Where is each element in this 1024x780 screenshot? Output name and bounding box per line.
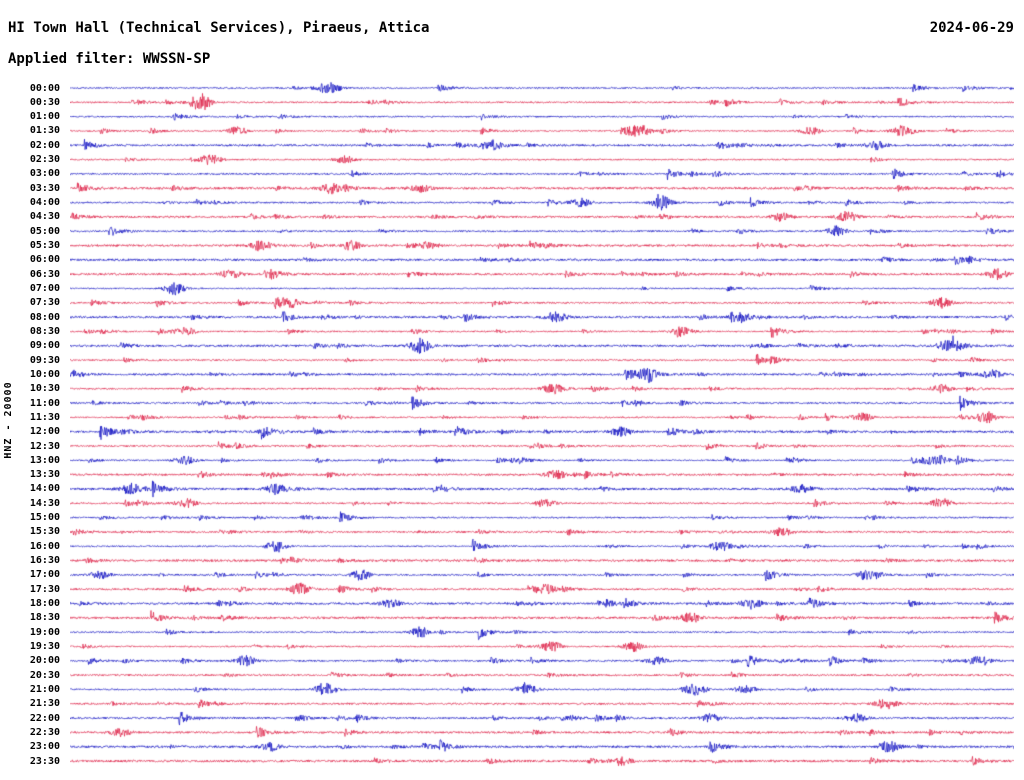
time-label: 14:00 (29, 483, 60, 495)
time-label: 05:00 (29, 225, 60, 237)
page-title: HI Town Hall (Technical Services), Pirae… (8, 20, 430, 36)
seismogram-traces (70, 80, 1014, 780)
time-label: 18:00 (29, 598, 60, 610)
time-label: 08:30 (29, 325, 60, 337)
time-label: 09:00 (29, 340, 60, 352)
time-label: 14:30 (29, 497, 60, 509)
time-label: 15:30 (29, 526, 60, 538)
time-label: 20:30 (29, 669, 60, 681)
time-label: 13:00 (29, 454, 60, 466)
time-label: 18:30 (29, 612, 60, 624)
time-label: 01:30 (29, 125, 60, 137)
time-label: 06:30 (29, 268, 60, 280)
time-label: 04:00 (29, 197, 60, 209)
time-label: 02:30 (29, 154, 60, 166)
time-label: 03:00 (29, 168, 60, 180)
time-label: 07:00 (29, 282, 60, 294)
time-label: 17:00 (29, 569, 60, 581)
time-label: 11:00 (29, 397, 60, 409)
time-label: 00:00 (29, 82, 60, 94)
time-label: 11:30 (29, 411, 60, 423)
time-label: 03:30 (29, 182, 60, 194)
time-label: 22:00 (29, 712, 60, 724)
time-label: 09:30 (29, 354, 60, 366)
time-label: 21:00 (29, 683, 60, 695)
time-label: 10:00 (29, 368, 60, 380)
time-label: 08:00 (29, 311, 60, 323)
time-label: 23:00 (29, 741, 60, 753)
time-label: 10:30 (29, 383, 60, 395)
time-label: 23:30 (29, 755, 60, 767)
time-label: 02:00 (29, 139, 60, 151)
time-label: 22:30 (29, 726, 60, 738)
time-label: 13:30 (29, 469, 60, 481)
time-labels-column: 00:00 00:30 01:00 01:30 02:00 02:30 03:00 03:30… (0, 0, 64, 780)
time-label: 15:00 (29, 512, 60, 524)
time-label: 07:30 (29, 297, 60, 309)
time-label: 12:00 (29, 426, 60, 438)
time-label: 21:30 (29, 698, 60, 710)
time-label: 16:00 (29, 540, 60, 552)
time-label: 05:30 (29, 240, 60, 252)
time-label: 06:00 (29, 254, 60, 266)
time-label: 04:30 (29, 211, 60, 223)
time-label: 16:30 (29, 555, 60, 567)
time-label: 19:00 (29, 626, 60, 638)
filter-label: Applied filter: WWSSN-SP (8, 51, 211, 67)
time-label: 20:00 (29, 655, 60, 667)
time-label: 19:30 (29, 640, 60, 652)
time-label: 01:00 (29, 111, 60, 123)
time-label: 17:30 (29, 583, 60, 595)
date-label: 2024-06-29 (929, 20, 1014, 36)
time-label: 12:30 (29, 440, 60, 452)
time-label: 00:30 (29, 96, 60, 108)
